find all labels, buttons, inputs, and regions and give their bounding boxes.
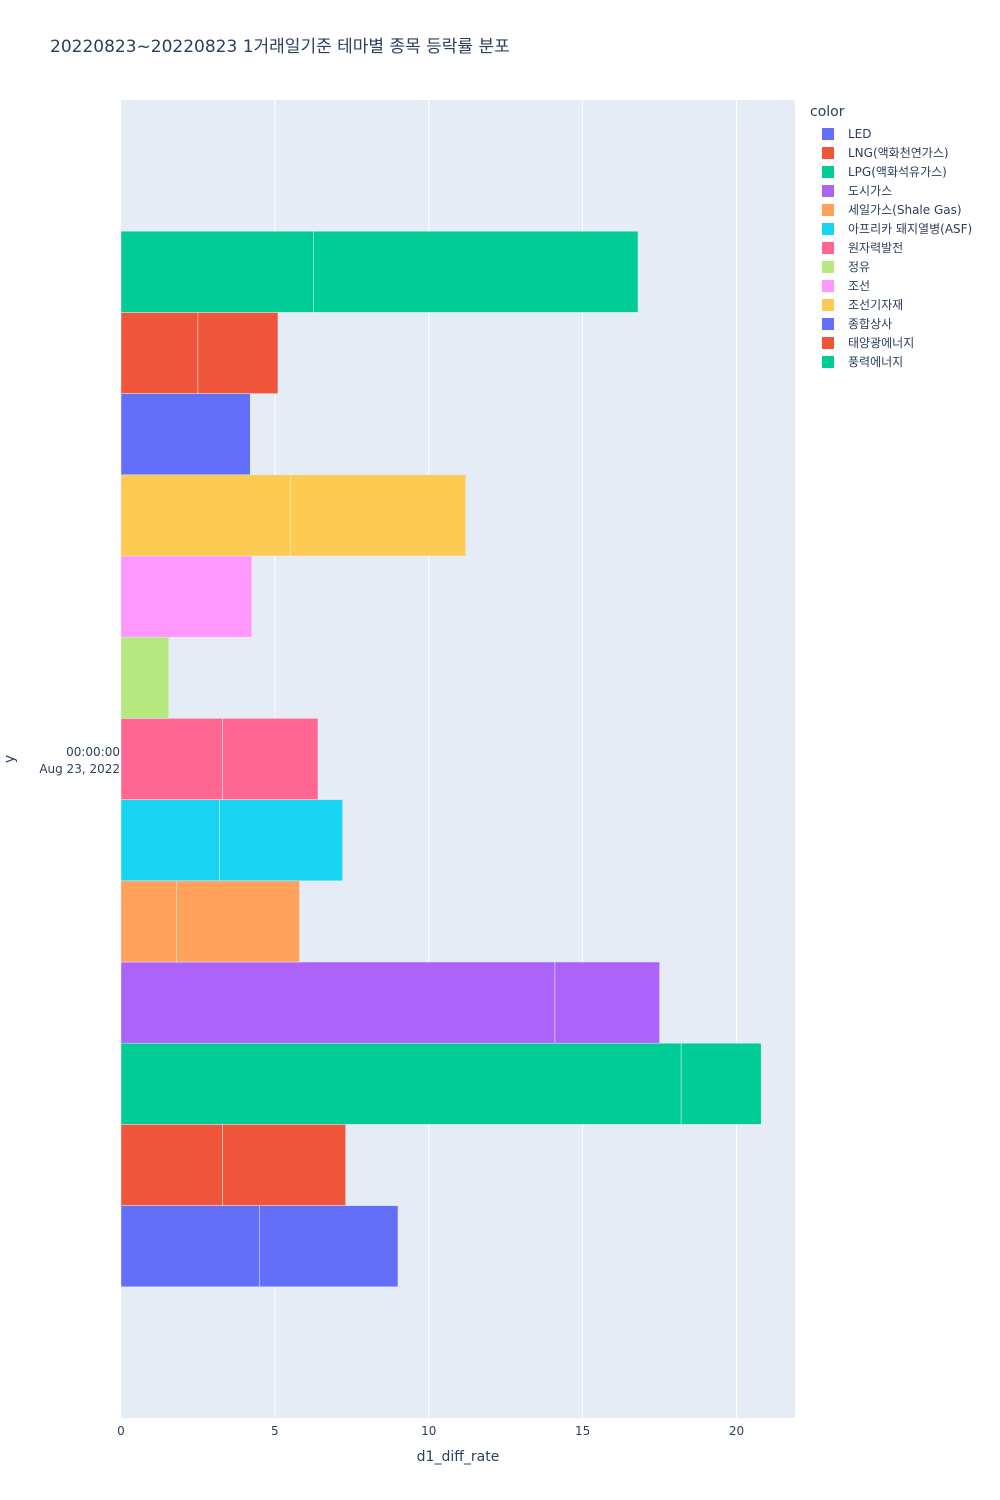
bar-segment[interactable] — [120, 474, 291, 557]
legend-item[interactable]: 도시가스 — [810, 181, 972, 200]
legend-label: 조선기자재 — [848, 298, 904, 312]
x-tick-label: 0 — [117, 1424, 125, 1438]
bar-segment[interactable] — [120, 1124, 223, 1206]
bar-segment[interactable] — [219, 799, 343, 882]
bar-segment[interactable] — [313, 230, 639, 313]
legend-swatch — [822, 317, 834, 330]
legend-swatch — [822, 146, 834, 159]
legend-item[interactable]: LPG(액화석유가스) — [810, 162, 972, 181]
legend-swatch — [822, 203, 834, 216]
legend-item[interactable]: LNG(액화천연가스) — [810, 143, 972, 162]
legend-swatch — [822, 222, 834, 235]
legend-swatch — [822, 355, 834, 368]
bar-segment[interactable] — [120, 1205, 260, 1288]
legend-label: 태양광에너지 — [848, 336, 915, 350]
legend-swatch — [822, 279, 834, 292]
legend-swatch — [822, 298, 834, 311]
bar-segment[interactable] — [176, 880, 300, 963]
legend-swatch — [822, 260, 834, 273]
legend-title: color — [810, 104, 845, 120]
bar-segment[interactable] — [120, 393, 251, 476]
bar-segment[interactable] — [120, 555, 253, 638]
legend-item[interactable]: 조선 — [810, 276, 972, 295]
legend-label: 종합상사 — [848, 317, 893, 331]
x-tick-label: 20 — [729, 1424, 744, 1438]
legend-label: LNG(액화천연가스) — [848, 146, 949, 160]
legend-label: 조선 — [848, 279, 871, 293]
y-axis-title: y — [2, 755, 18, 763]
y-tick-label: 00:00:00 — [66, 745, 120, 759]
bar-segment[interactable] — [120, 880, 177, 963]
bar-segment[interactable] — [120, 230, 314, 313]
x-tick-label: 5 — [271, 1424, 279, 1438]
legend-swatch — [822, 241, 834, 254]
bar-segment[interactable] — [290, 474, 466, 557]
legend-item[interactable]: 종합상사 — [810, 314, 972, 333]
legend-swatch — [822, 336, 834, 349]
legend-label: 아프리카 돼지열병(ASF) — [848, 222, 973, 236]
bars — [120, 230, 762, 1288]
legend-swatch — [822, 184, 834, 197]
bar-segment[interactable] — [222, 1124, 346, 1206]
legend-swatch — [822, 165, 834, 178]
bar-segment[interactable] — [120, 636, 169, 719]
legend-item[interactable]: 태양광에너지 — [810, 333, 972, 352]
bar-segment[interactable] — [197, 312, 279, 394]
legend-item[interactable]: 조선기자재 — [810, 295, 972, 314]
bar-segment[interactable] — [120, 961, 556, 1044]
legend-label: 세일가스(Shale Gas) — [848, 203, 962, 217]
chart-title: 20220823~20220823 1거래일기준 테마별 종목 등락률 분포 — [50, 37, 510, 57]
x-tick-label: 15 — [575, 1424, 590, 1438]
bar-segment[interactable] — [222, 718, 319, 800]
y-axis-ticks: 00:00:00 Aug 23, 2022 — [39, 745, 120, 776]
legend-label: 도시가스 — [848, 184, 893, 198]
bar-segment[interactable] — [120, 1042, 682, 1125]
legend-item[interactable]: 정유 — [810, 257, 972, 276]
legend-label: 풍력에너지 — [848, 355, 904, 369]
bar-segment[interactable] — [554, 961, 660, 1044]
legend-swatch — [822, 127, 834, 140]
bar-segment[interactable] — [120, 312, 199, 394]
legend-label: LPG(액화석유가스) — [848, 165, 947, 179]
x-axis-title: d1_diff_rate — [417, 1449, 500, 1465]
x-axis-ticks: 0 5 10 15 20 — [117, 1424, 744, 1438]
bar-segment[interactable] — [120, 718, 223, 800]
legend-item[interactable]: LED — [810, 124, 972, 143]
bar-segment[interactable] — [120, 799, 220, 882]
bar-segment[interactable] — [259, 1205, 399, 1288]
y-tick-label: Aug 23, 2022 — [39, 762, 120, 776]
legend-label: LED — [848, 126, 872, 141]
legend-item[interactable]: 세일가스(Shale Gas) — [810, 200, 972, 219]
legend-item[interactable]: 풍력에너지 — [810, 352, 972, 371]
bar-segment[interactable] — [680, 1042, 762, 1125]
x-tick-label: 10 — [421, 1424, 436, 1438]
legend-item[interactable]: 원자력발전 — [810, 238, 972, 257]
legend-label: 정유 — [848, 260, 871, 274]
legend-item[interactable]: 아프리카 돼지열병(ASF) — [810, 219, 972, 238]
legend-label: 원자력발전 — [848, 241, 904, 255]
